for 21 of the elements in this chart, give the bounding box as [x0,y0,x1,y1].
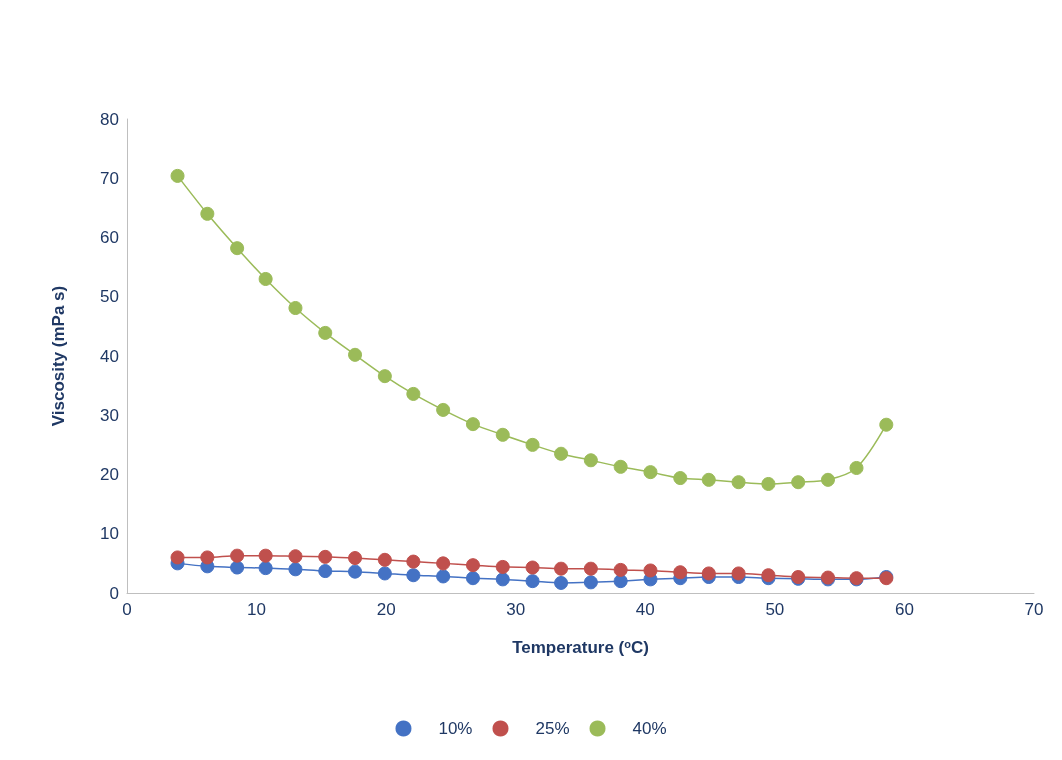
x-tick-label: 0 [122,600,132,619]
x-tick-label: 30 [506,600,526,619]
x-tick-label: 70 [1024,600,1044,619]
legend-label: 25% [535,719,570,738]
y-tick-label: 80 [100,109,119,129]
y-tick-label: 0 [109,583,119,603]
x-tick-label: 10 [247,600,267,619]
y-tick-label: 30 [100,405,119,425]
x-tick-label: 50 [765,600,785,619]
y-tick-label: 60 [100,228,119,247]
x-tick-label: 60 [894,600,914,619]
y-axis-title: Viscosity (mPa s) [49,285,68,427]
y-tick-label: 10 [100,524,119,544]
x-tick-label: 40 [635,600,655,619]
x-tick-label: 20 [376,600,396,619]
y-tick-label: 70 [100,168,119,188]
y-tick-label: 50 [100,287,119,307]
legend-label: 40% [632,719,667,738]
legend-label: 10% [438,719,473,738]
y-tick-label: 40 [100,346,119,366]
y-tick-label: 20 [100,465,119,484]
